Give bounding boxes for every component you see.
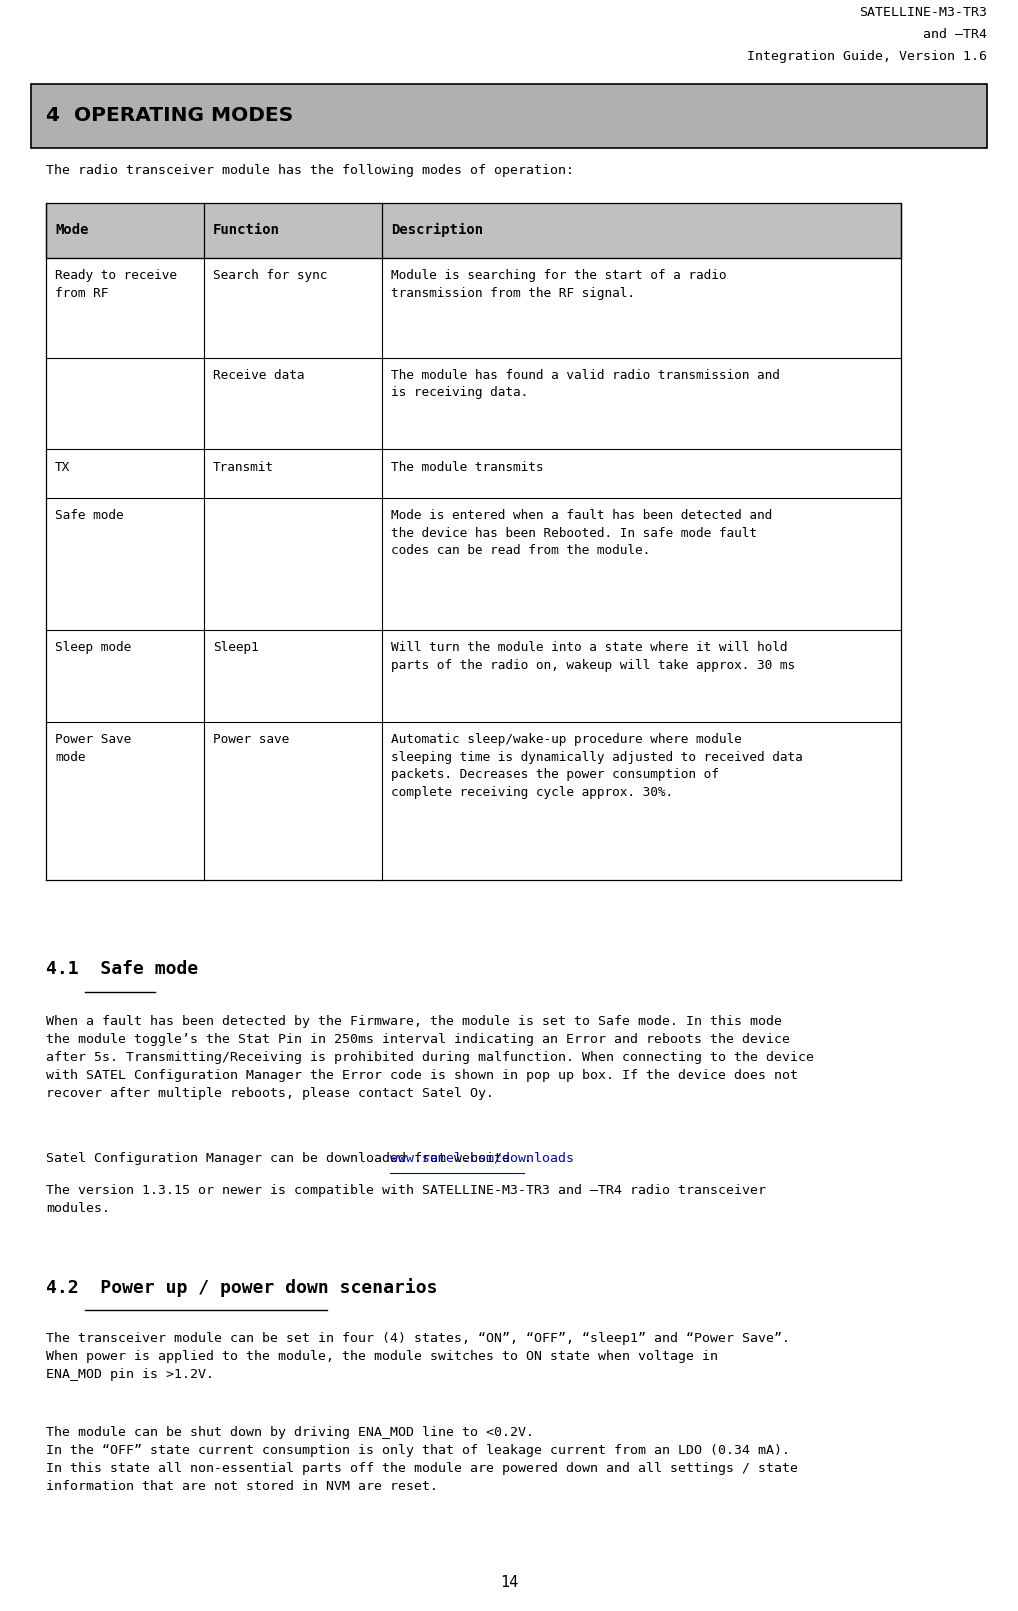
Text: TX: TX: [55, 461, 70, 474]
Text: SATELLINE-M3-TR3: SATELLINE-M3-TR3: [859, 6, 987, 19]
Text: 4  OPERATING MODES: 4 OPERATING MODES: [46, 106, 293, 126]
Text: Mode is entered when a fault has been detected and
the device has been Rebooted.: Mode is entered when a fault has been de…: [391, 509, 773, 557]
Text: Power save: Power save: [213, 733, 289, 746]
Text: The module can be shut down by driving ENA_MOD line to <0.2V.
In the “OFF” state: The module can be shut down by driving E…: [46, 1426, 798, 1493]
Text: Mode: Mode: [55, 224, 89, 237]
Text: .: .: [524, 1152, 532, 1165]
Text: When a fault has been detected by the Firmware, the module is set to Safe mode. : When a fault has been detected by the Fi…: [46, 1015, 813, 1100]
Text: Automatic sleep/wake-up procedure where module
sleeping time is dynamically adju: Automatic sleep/wake-up procedure where …: [391, 733, 802, 799]
Text: The module has found a valid radio transmission and
is receiving data.: The module has found a valid radio trans…: [391, 369, 780, 400]
Text: The transceiver module can be set in four (4) states, “ON”, “OFF”, “sleep1” and : The transceiver module can be set in fou…: [46, 1332, 790, 1381]
Text: 4.1  Safe mode: 4.1 Safe mode: [46, 960, 199, 978]
FancyBboxPatch shape: [31, 84, 987, 148]
Text: and –TR4: and –TR4: [923, 27, 987, 42]
Text: Sleep1: Sleep1: [213, 641, 259, 654]
Text: Transmit: Transmit: [213, 461, 274, 474]
Text: Integration Guide, Version 1.6: Integration Guide, Version 1.6: [747, 50, 987, 63]
Text: Search for sync: Search for sync: [213, 269, 327, 282]
Text: 14: 14: [500, 1574, 518, 1590]
Text: Description: Description: [391, 224, 483, 237]
Text: Sleep mode: Sleep mode: [55, 641, 131, 654]
Text: The module transmits: The module transmits: [391, 461, 544, 474]
Text: Will turn the module into a state where it will hold
parts of the radio on, wake: Will turn the module into a state where …: [391, 641, 795, 672]
Text: Receive data: Receive data: [213, 369, 304, 382]
Text: Module is searching for the start of a radio
transmission from the RF signal.: Module is searching for the start of a r…: [391, 269, 727, 300]
Text: www.satel.com/downloads: www.satel.com/downloads: [390, 1152, 574, 1165]
Text: Function: Function: [213, 224, 280, 237]
Text: The radio transceiver module has the following modes of operation:: The radio transceiver module has the fol…: [46, 164, 574, 177]
Text: The version 1.3.15 or newer is compatible with SATELLINE-M3-TR3 and –TR4 radio t: The version 1.3.15 or newer is compatibl…: [46, 1184, 766, 1215]
Text: Ready to receive
from RF: Ready to receive from RF: [55, 269, 177, 300]
Text: Power Save
mode: Power Save mode: [55, 733, 131, 764]
FancyBboxPatch shape: [46, 203, 901, 258]
Text: 4.2  Power up / power down scenarios: 4.2 Power up / power down scenarios: [46, 1278, 438, 1297]
Text: Safe mode: Safe mode: [55, 509, 123, 522]
Text: Satel Configuration Manager can be downloaded from website: Satel Configuration Manager can be downl…: [46, 1152, 518, 1165]
